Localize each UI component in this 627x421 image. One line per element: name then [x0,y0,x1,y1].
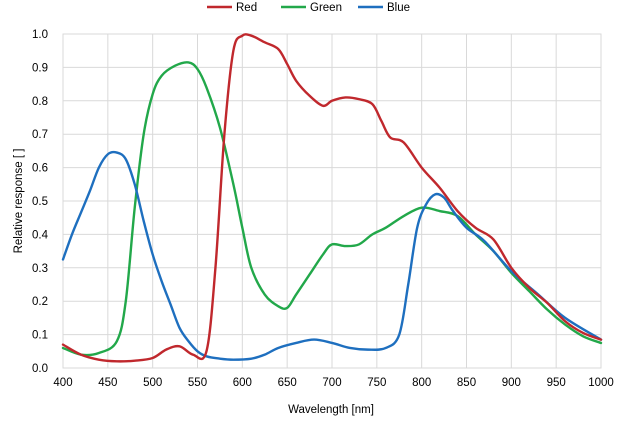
y-axis-ticks: 0.0 0.1 0.2 0.3 0.4 0.5 0.6 0.7 0.8 0.9 1.0 [32,29,49,375]
x-tick-label: 650 [278,377,297,389]
y-tick-label: 0.7 [32,129,48,141]
grid [62,33,602,369]
y-tick-label: 0.4 [32,229,49,241]
x-tick-label: 950 [547,377,566,389]
x-tick-label: 750 [367,377,386,389]
y-axis-title: Relative response [ ] [13,149,25,254]
x-tick-label: 800 [412,377,431,389]
legend-label-red: Red [236,2,257,14]
x-tick-label: 400 [53,377,72,389]
plot-frame [62,33,602,369]
legend-label-green: Green [310,2,342,14]
y-tick-label: 0.3 [32,263,48,275]
x-tick-label: 700 [322,377,341,389]
x-tick-label: 450 [98,377,117,389]
x-tick-label: 900 [502,377,521,389]
x-tick-label: 550 [188,377,207,389]
y-tick-label: 0.2 [32,296,48,308]
x-tick-label: 850 [457,377,476,389]
y-tick-label: 0.6 [32,163,48,175]
legend-label-blue: Blue [387,2,410,14]
y-tick-label: 0.0 [32,363,48,375]
x-tick-label: 600 [233,377,252,389]
x-tick-label: 1000 [588,377,614,389]
y-tick-label: 0.9 [32,62,48,74]
series-line-red [61,33,603,363]
y-tick-label: 0.1 [32,330,48,342]
y-tick-label: 1.0 [32,29,48,41]
x-axis-title: Wavelength [nm] [288,404,374,416]
series-line-blue [61,150,603,361]
legend: Red Green Blue [207,2,410,14]
x-tick-label: 500 [143,377,162,389]
y-tick-label: 0.5 [32,196,48,208]
x-axis-ticks: 400 450 500 550 600 650 700 750 800 850 900 950 1000 [53,377,613,389]
y-tick-label: 0.8 [32,96,48,108]
series-lines [61,33,603,363]
